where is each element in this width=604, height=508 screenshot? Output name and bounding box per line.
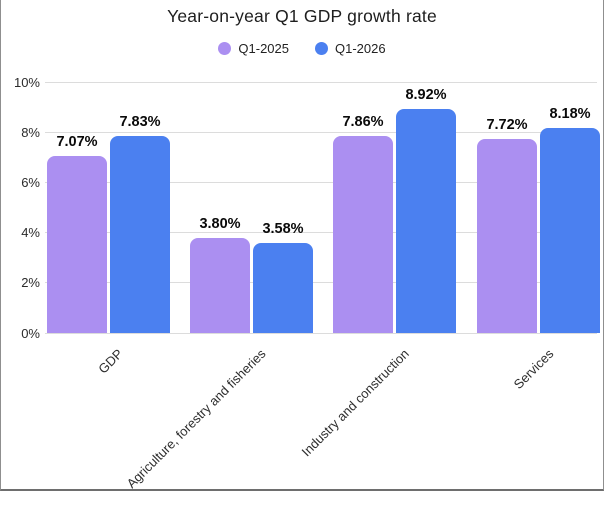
bar-Q1-2026-gdp [110,136,170,333]
gridline-4% [45,232,597,234]
y-axis-tick-label: 2% [21,275,40,291]
legend-label-q1-2026: Q1-2026 [335,41,386,56]
bar-Q1-2025-services [477,139,537,333]
bar-Q1-2026-services [540,127,600,333]
x-axis-category-label: Agriculture, forestry and fisheries [124,346,270,491]
bar-value-label: 8.18% [549,105,591,122]
bar-value-label: 3.58% [262,221,304,238]
bar-Q1-2025-industry-and-construction [333,135,393,333]
legend-swatch-q1-2026-icon [315,42,328,55]
bar-value-label: 7.86% [342,113,384,130]
bar-value-label: 7.83% [119,114,161,131]
bar-value-label: 3.80% [199,215,241,232]
bar-Q1-2025-agriculture-forestry-and-fisheries [190,237,250,333]
bar-Q1-2025-gdp [47,155,107,333]
bar-Q1-2026-industry-and-construction [396,109,456,333]
y-axis-tick-label: 6% [21,174,40,190]
bar-value-label: 7.07% [56,133,98,150]
y-axis-tick-label: 10% [13,74,40,90]
gridline-0% [45,332,597,334]
legend-swatch-q1-2025-icon [218,42,232,55]
bar-value-label: 8.92% [405,87,447,104]
bar-Q1-2026-agriculture-forestry-and-fisheries [253,243,313,333]
bar-value-label: 7.72% [486,117,528,134]
x-axis-category-label: GDP [95,346,127,377]
legend-label-q1-2025: Q1-2025 [238,41,289,56]
gridline-10% [45,81,597,83]
gridline-2% [45,282,597,284]
x-axis-category-label: Industry and construction [298,346,413,460]
gridline-8% [45,131,597,133]
legend-item-q1-2025: Q1-2025 [218,41,289,56]
legend-item-q1-2026: Q1-2026 [315,41,386,56]
chart-title: Year-on-year Q1 GDP growth rate [167,6,437,26]
chart-legend: Q1-2025 Q1-2026 [0,41,604,56]
y-axis-tick-label: 8% [21,124,40,140]
x-axis-category-label: Services [510,346,557,392]
y-axis-tick-label: 0% [21,325,40,341]
y-axis-tick-label: 4% [21,225,40,241]
gridline-6% [45,181,597,183]
